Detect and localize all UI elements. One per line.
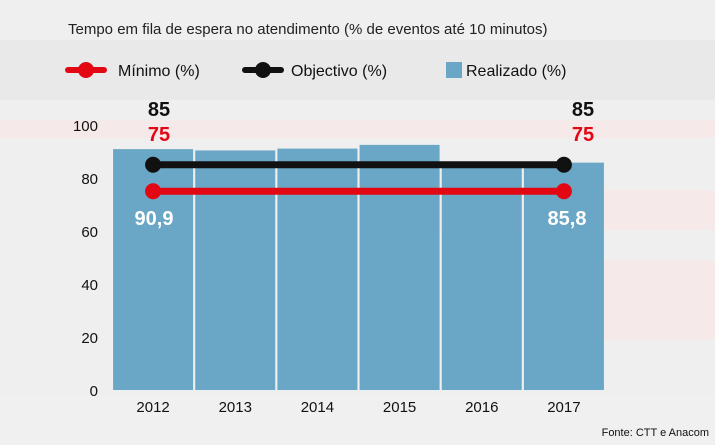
point-minimo-start (145, 183, 162, 200)
annotations: 85 75 85 75 90,9 85,8 (135, 99, 595, 230)
legend-objectivo: Objectivo (%) (242, 62, 387, 80)
legend-realizado: Realizado (%) (446, 62, 566, 80)
y-tick-label: 0 (90, 383, 98, 400)
x-tick-label-2014: 2014 (301, 399, 334, 416)
bar-2015 (359, 144, 440, 390)
annotation-objectivo-end: 85 (572, 99, 594, 121)
x-tick-label-2017: 2017 (547, 399, 580, 416)
bar-2013 (195, 150, 276, 390)
point-objectivo-start (145, 156, 162, 173)
bar-2016 (441, 162, 522, 390)
x-tick-label-2015: 2015 (383, 399, 416, 416)
y-tick-label: 20 (81, 330, 98, 347)
y-tick-label: 40 (81, 277, 98, 294)
annotation-minimo-start: 75 (148, 124, 170, 146)
x-axis: 2012 2013 2014 2015 2016 2017 (136, 399, 580, 416)
point-objectivo-end (555, 156, 572, 173)
legend-objectivo-label: Objectivo (%) (291, 63, 387, 80)
y-tick-label: 60 (81, 224, 98, 241)
point-minimo-end (555, 183, 572, 200)
bar-2014 (277, 148, 358, 390)
x-tick-label-2016: 2016 (465, 399, 498, 416)
y-tick-label: 80 (81, 171, 98, 188)
chart-title: Tempo em fila de espera no atendimento (… (68, 21, 547, 38)
y-axis: 0 20 40 60 80 100 (73, 118, 98, 400)
annotation-realizado-last: 85,8 (548, 208, 587, 230)
source-note: Fonte: CTT e Anacom (602, 427, 709, 439)
legend-minimo: Mínimo (%) (65, 62, 200, 80)
y-tick-label: 100 (73, 118, 98, 135)
reference-lines (145, 156, 572, 200)
legend: Mínimo (%) Objectivo (%) Realizado (%) (65, 62, 566, 80)
annotation-objectivo-start: 85 (148, 99, 170, 121)
legend-minimo-label: Mínimo (%) (118, 63, 200, 80)
bar-2017 (523, 162, 604, 390)
legend-realizado-label: Realizado (%) (466, 63, 566, 80)
annotation-minimo-end: 75 (572, 124, 594, 146)
annotation-realizado-first: 90,9 (135, 208, 174, 230)
x-tick-label-2013: 2013 (219, 399, 252, 416)
x-tick-label-2012: 2012 (136, 399, 169, 416)
